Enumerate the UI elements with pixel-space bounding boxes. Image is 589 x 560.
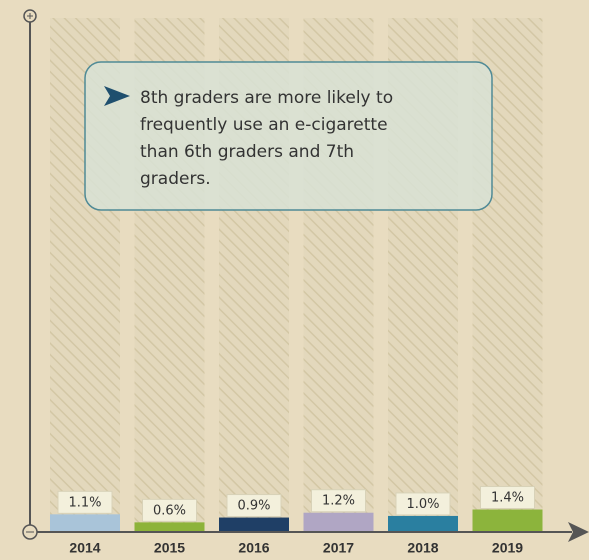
x-tick-label: 2014 [69, 540, 100, 556]
bars: 1.1% 0.6% 0.9% 1.2% 1.0% 1.4% [50, 486, 543, 532]
x-tick-label: 2016 [238, 540, 269, 556]
value-label: 0.9% [237, 499, 270, 514]
bar [219, 517, 289, 532]
value-label: 1.4% [491, 491, 524, 506]
value-label: 1.2% [322, 494, 355, 509]
bar [50, 514, 120, 532]
x-tick-label: 2015 [154, 540, 185, 556]
minus-icon [22, 524, 38, 540]
bar [472, 509, 543, 532]
annotation-line: frequently use an e-cigarette [140, 115, 388, 135]
x-tick-label: 2018 [407, 540, 438, 556]
bar [388, 515, 458, 532]
axis-arrow [568, 522, 589, 542]
annotation-line: than 6th graders and 7th [140, 142, 354, 162]
value-label-box [311, 489, 366, 513]
annotation-line: graders. [140, 169, 211, 189]
value-label: 0.6% [153, 503, 186, 518]
value-label: 1.0% [406, 497, 439, 512]
x-tick-label: 2019 [492, 540, 523, 556]
value-label-box [395, 492, 451, 516]
annotation-pointer [104, 86, 130, 106]
value-label-box [480, 486, 535, 510]
value-label-box [57, 490, 113, 514]
annotation-line: 8th graders are more likely to [140, 88, 393, 108]
value-label-box [142, 498, 197, 522]
bar [303, 512, 374, 532]
value-label: 1.1% [68, 495, 101, 510]
annotation-box [84, 61, 493, 211]
x-tick-label: 2017 [323, 540, 354, 556]
annotation: 8th graders are more likely to frequently… [140, 88, 393, 189]
value-label-box [226, 494, 282, 518]
bar [134, 522, 205, 532]
plus-icon [23, 9, 37, 23]
